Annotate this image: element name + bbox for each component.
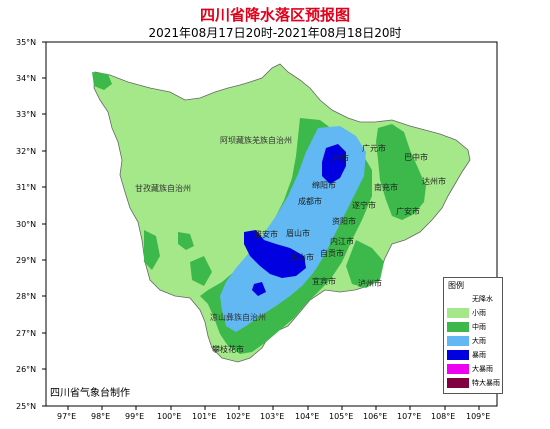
city-label-guangan: 广安市 bbox=[396, 206, 420, 216]
city-label-bazhong: 巴中市 bbox=[404, 152, 428, 162]
lon-label-102: 102°E bbox=[226, 412, 250, 421]
lon-label-105: 105°E bbox=[329, 412, 353, 421]
legend-row-heavy-rain: 大雨 bbox=[447, 336, 501, 347]
legend-row-no-rain: 无降水 bbox=[447, 294, 501, 305]
city-label-suining: 遂宁市 bbox=[352, 200, 376, 210]
legend-swatch-heavy-rainstorm bbox=[447, 364, 469, 374]
legend-swatch-light-rain bbox=[447, 308, 469, 318]
legend-label-no-rain: 无降水 bbox=[472, 295, 493, 303]
rainstorm-zone-north bbox=[322, 144, 346, 184]
legend-label-moderate-rain: 中雨 bbox=[472, 323, 486, 331]
legend: 图例 无降水 小雨 中雨 大雨 暴雨 大暴雨 特大暴雨 bbox=[443, 277, 503, 394]
rainstorm-zone-small bbox=[252, 282, 266, 296]
legend-swatch-no-rain bbox=[447, 294, 469, 304]
lon-label-98: 98°E bbox=[91, 412, 110, 421]
city-label-chengdu: 成都市 bbox=[298, 196, 322, 206]
moderate-rain-west-patch-2 bbox=[178, 232, 194, 250]
city-label-nanchong: 南充市 bbox=[374, 182, 398, 192]
lat-label-33: 33°N bbox=[16, 110, 36, 119]
legend-label-light-rain: 小雨 bbox=[472, 309, 486, 317]
lat-label-35: 35°N bbox=[16, 38, 36, 47]
legend-swatch-rainstorm bbox=[447, 350, 469, 360]
region-label-liangshan: 凉山彝族自治州 bbox=[210, 312, 266, 322]
legend-row-light-rain: 小雨 bbox=[447, 308, 501, 319]
legend-swatch-moderate-rain bbox=[447, 322, 469, 332]
moderate-rain-east bbox=[376, 124, 426, 220]
legend-row-heavy-rainstorm: 大暴雨 bbox=[447, 364, 501, 375]
lon-label-104: 104°E bbox=[295, 412, 319, 421]
lon-label-103: 103°E bbox=[260, 412, 284, 421]
legend-label-rainstorm: 暴雨 bbox=[472, 351, 486, 359]
lon-label-109: 109°E bbox=[466, 412, 490, 421]
legend-row-rainstorm: 暴雨 bbox=[447, 350, 501, 361]
lon-label-101: 101°E bbox=[192, 412, 216, 421]
lon-label-99: 99°E bbox=[125, 412, 144, 421]
lat-label-32: 32°N bbox=[16, 147, 36, 156]
map-title: 四川省降水落区预报图 bbox=[199, 6, 350, 24]
city-label-meishan: 眉山市 bbox=[286, 228, 310, 238]
lat-label-31: 31°N bbox=[16, 183, 36, 192]
rainstorm-zone-south bbox=[244, 230, 306, 278]
lat-label-26: 26°N bbox=[16, 365, 36, 374]
city-label-luzhou: 泸州市 bbox=[358, 278, 382, 288]
legend-swatch-heavy-rain bbox=[447, 336, 469, 346]
city-label-ziyang: 资阳市 bbox=[332, 216, 356, 226]
moderate-rain-west-patch-3 bbox=[190, 256, 212, 286]
credit-label: 四川省气象台制作 bbox=[50, 388, 130, 399]
lon-label-106: 106°E bbox=[363, 412, 387, 421]
lat-label-34: 34°N bbox=[16, 74, 36, 83]
legend-title: 图例 bbox=[448, 281, 464, 290]
city-label-guangyuan: 广元市 bbox=[362, 143, 386, 153]
city-label-zigong: 自贡市 bbox=[320, 248, 344, 258]
lat-label-28: 28°N bbox=[16, 292, 36, 301]
city-label-leshan: 乐山市 bbox=[290, 252, 314, 262]
city-label-deyang: 州市 bbox=[333, 153, 349, 163]
lat-label-25: 25°N bbox=[16, 402, 36, 411]
lat-label-27: 27°N bbox=[16, 329, 36, 338]
lon-label-100: 100°E bbox=[157, 412, 181, 421]
city-label-yibin: 宜宾市 bbox=[312, 276, 336, 286]
legend-label-heavy-rainstorm: 大暴雨 bbox=[472, 365, 493, 373]
legend-swatch-extreme-rainstorm bbox=[447, 378, 469, 388]
map-subtitle: 2021年08月17日20时-2021年08月18日20时 bbox=[148, 26, 402, 40]
city-label-mianyang: 绵阳市 bbox=[312, 180, 336, 190]
city-label-yaan: 雅安市 bbox=[254, 229, 278, 239]
city-label-panzhihua: 攀枝花市 bbox=[212, 344, 244, 354]
region-label-ganzi: 甘孜藏族自治州 bbox=[135, 183, 191, 193]
city-label-dazhou: 达州市 bbox=[422, 176, 446, 186]
lat-label-30: 30°N bbox=[16, 220, 36, 229]
legend-row-extreme-rainstorm: 特大暴雨 bbox=[447, 378, 501, 389]
moderate-rain-north bbox=[92, 72, 112, 90]
lon-axis: 97°E 98°E 99°E 100°E 101°E 102°E 103°E 1… bbox=[57, 406, 490, 421]
lat-axis: 35°N 34°N 33°N 32°N 31°N 30°N 29°N 28°N … bbox=[16, 38, 46, 411]
region-label-aba: 阿坝藏族羌族自治州 bbox=[220, 135, 292, 145]
city-label-neijiang: 内江市 bbox=[330, 236, 354, 246]
moderate-rain-west-patch bbox=[144, 230, 160, 270]
legend-row-moderate-rain: 中雨 bbox=[447, 322, 501, 333]
legend-label-extreme-rainstorm: 特大暴雨 bbox=[472, 379, 500, 387]
moderate-rain-southeast bbox=[346, 240, 384, 288]
lon-label-108: 108°E bbox=[431, 412, 455, 421]
lon-label-107: 107°E bbox=[397, 412, 421, 421]
lat-label-29: 29°N bbox=[16, 256, 36, 265]
legend-label-heavy-rain: 大雨 bbox=[472, 337, 486, 345]
lon-label-97: 97°E bbox=[57, 412, 76, 421]
